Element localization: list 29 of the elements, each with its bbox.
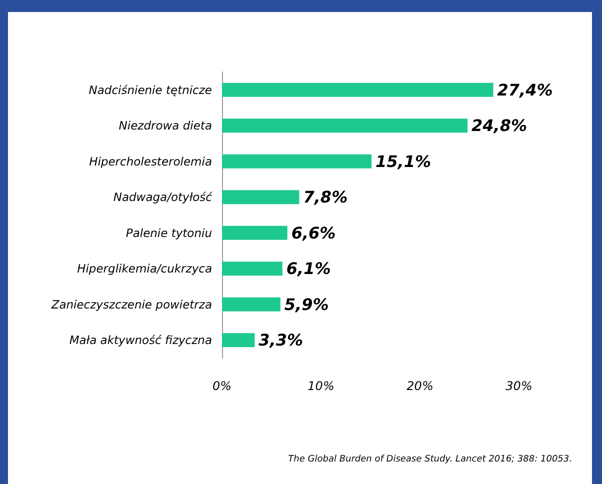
x-tick-label: 10%	[308, 379, 334, 393]
data-label: 6,6%	[291, 223, 336, 242]
y-tick-label: Hiperglikemia/cukrzyca	[77, 262, 212, 276]
data-label: 7,8%	[303, 188, 348, 207]
y-tick-label: Niezdrowa dieta	[118, 118, 212, 133]
bar	[222, 262, 282, 276]
data-label: 5,9%	[284, 294, 329, 314]
y-tick-label: Palenie tytoniu	[126, 226, 212, 240]
bar	[222, 333, 255, 348]
data-label: 15,1%	[375, 152, 432, 171]
x-tick-label: 0%	[212, 379, 232, 393]
bar	[222, 82, 494, 97]
y-tick-label: Zanieczyszczenie powietrza	[50, 297, 212, 312]
bar	[222, 154, 372, 168]
bar	[222, 226, 288, 240]
bar	[222, 190, 300, 204]
y-tick-label: Hipercholesterolemia	[89, 154, 212, 168]
data-label: 27,4%	[497, 80, 553, 100]
y-tick-label: Mała aktywność fizyczna	[69, 333, 212, 348]
x-tick-label: 20%	[406, 379, 434, 393]
x-tick-label: 30%	[506, 379, 532, 393]
data-label: 3,3%	[258, 330, 304, 350]
data-label: 6,1%	[286, 259, 331, 278]
y-tick-label: Nadwaga/otyłość	[113, 190, 213, 204]
y-tick-label: Nadciśnienie tętnicze	[88, 82, 212, 97]
data-label: 24,8%	[472, 116, 528, 136]
bar	[222, 118, 468, 133]
bar	[222, 297, 280, 312]
text: The Global Burden of Disease Study. Lancet 2016; 388: 10053.	[288, 454, 572, 464]
